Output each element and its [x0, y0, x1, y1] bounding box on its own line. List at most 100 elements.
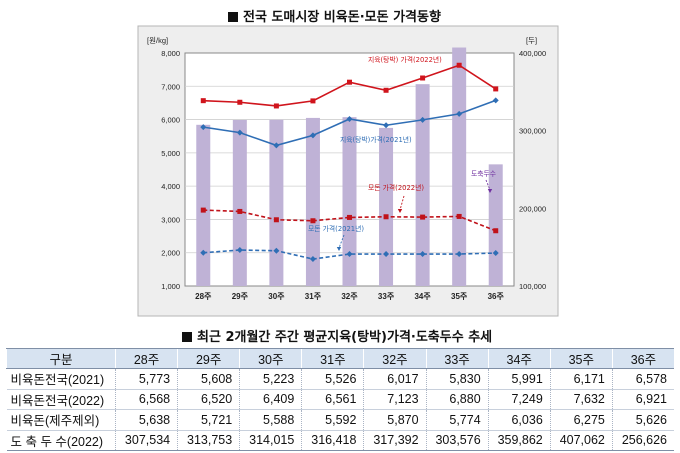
- row-label: 도 축 두 수(2022): [6, 430, 116, 451]
- table-cell: 7,123: [363, 389, 427, 410]
- series-marker: [200, 207, 206, 213]
- y-left-tick-label: 6,000: [161, 116, 180, 125]
- x-tick-label: 28주: [195, 292, 212, 301]
- table-cell: 6,171: [549, 368, 613, 390]
- slaughter-bar: [379, 127, 394, 286]
- table-row: 비육돈(제주제외) 5,638 5,721 5,588 5,592 5,870 5,774 6…: [6, 409, 674, 431]
- series-marker: [200, 249, 207, 256]
- series-marker: [200, 124, 207, 131]
- header-week: 30주: [239, 348, 302, 369]
- x-tick-label: 33주: [378, 292, 395, 301]
- series-line: [203, 209, 497, 232]
- y-left-unit: [원/kg]: [147, 36, 168, 45]
- y-left-tick-label: 4,000: [161, 182, 180, 191]
- table-header-row: 구분 28주 29주 30주 31주 32주 33주 34주 35주 36주: [6, 348, 674, 369]
- slaughter-bar: [488, 164, 503, 286]
- y-left-tick-label: 3,000: [161, 215, 180, 224]
- table-cell: 256,626: [611, 430, 674, 451]
- arrow-head-icon: [397, 209, 403, 213]
- square-bullet-icon: [182, 332, 192, 342]
- series-label: 도축두수: [471, 169, 496, 178]
- chart-title-text: 전국 도매시장 비육돈·모돈 가격동향: [243, 10, 441, 25]
- table-cell: 5,626: [611, 409, 674, 431]
- y-right-tick-label: 400,000: [519, 49, 546, 58]
- series-marker: [346, 251, 353, 258]
- series-marker: [347, 79, 352, 85]
- series-marker: [273, 217, 279, 223]
- table-cell: 5,774: [425, 409, 489, 431]
- slaughter-bar: [269, 119, 284, 287]
- slaughter-bar: [196, 124, 211, 286]
- series-marker: [309, 256, 316, 263]
- table-cell: 5,721: [177, 409, 240, 431]
- table-cell: 6,409: [239, 389, 302, 410]
- series-label: 모돈 가격(2022년): [368, 183, 424, 192]
- y-left-tick-label: 2,000: [161, 249, 180, 258]
- chart-title: 전국 도매시장 비육돈·모돈 가격동향: [228, 6, 441, 25]
- series-marker: [493, 86, 499, 92]
- series-marker: [420, 75, 426, 81]
- x-tick-label: 29주: [232, 292, 249, 301]
- series-marker: [420, 214, 426, 220]
- x-tick-label: 34주: [414, 292, 431, 301]
- x-tick-label: 30주: [268, 292, 285, 301]
- table-cell: 6,880: [425, 389, 489, 410]
- table-cell: 5,608: [177, 368, 240, 390]
- table-cell: 317,392: [363, 430, 427, 451]
- table-cell: 313,753: [177, 430, 240, 451]
- arrow-head-icon: [336, 247, 342, 251]
- annotation-leader: [485, 179, 491, 191]
- y-right-tick-label: 100,000: [519, 282, 546, 291]
- header-category: 구분: [6, 348, 116, 369]
- header-week: 31주: [301, 348, 364, 369]
- series-label: 지육(탕박) 가격(2022년): [368, 55, 442, 64]
- header-week: 33주: [425, 348, 489, 369]
- y-left-tick-label: 5,000: [161, 149, 180, 158]
- square-bullet-icon: [228, 12, 238, 22]
- series-marker: [200, 98, 206, 104]
- series-marker: [236, 247, 243, 254]
- table-cell: 5,526: [301, 368, 364, 390]
- table-cell: 6,520: [177, 389, 240, 410]
- y-right-tick-label: 200,000: [519, 204, 546, 213]
- slaughter-bar: [342, 117, 357, 287]
- table-cell: 5,870: [363, 409, 427, 431]
- series-marker: [456, 110, 463, 117]
- y-left-tick-label: 8,000: [161, 49, 180, 58]
- table-cell: 6,568: [114, 389, 178, 410]
- table-cell: 316,418: [301, 430, 364, 451]
- row-label: 비육돈전국(2021): [6, 368, 116, 390]
- table-cell: 6,017: [363, 368, 427, 390]
- header-week: 29주: [177, 348, 240, 369]
- header-week: 34주: [487, 348, 551, 369]
- series-marker: [273, 247, 280, 254]
- header-week: 36주: [611, 348, 674, 369]
- annotation-leader: [338, 234, 345, 249]
- table-cell: 5,592: [301, 409, 364, 431]
- table-row: 비육돈전국(2022) 6,568 6,520 6,409 6,561 7,123 6,88…: [6, 389, 674, 410]
- table-cell: 314,015: [239, 430, 302, 451]
- table-cell: 7,632: [549, 389, 613, 410]
- table-cell: 407,062: [549, 430, 613, 451]
- table-cell: 6,036: [487, 409, 551, 431]
- series-marker: [492, 97, 499, 104]
- table-cell: 5,638: [114, 409, 178, 431]
- x-tick-label: 32주: [341, 292, 358, 301]
- table-cell: 5,588: [239, 409, 302, 431]
- series-marker: [493, 228, 499, 234]
- slaughter-bar: [415, 84, 430, 286]
- table-cell: 5,773: [114, 368, 178, 390]
- annotation-leader: [399, 195, 405, 211]
- series-marker: [456, 62, 462, 68]
- series-marker: [310, 218, 316, 224]
- table-cell: 5,223: [239, 368, 302, 390]
- arrow-head-icon: [487, 189, 493, 193]
- series-marker: [492, 250, 499, 257]
- table-cell: 307,534: [114, 430, 178, 451]
- slaughter-bar: [305, 117, 320, 287]
- table-cell: 5,830: [425, 368, 489, 390]
- series-marker: [383, 251, 390, 258]
- row-label: 비육돈(제주제외): [6, 409, 116, 431]
- table-cell: 5,991: [487, 368, 551, 390]
- data-table: 구분 28주 29주 30주 31주 32주 33주 34주 35주 36주 비육돈전국(2021…: [6, 348, 674, 451]
